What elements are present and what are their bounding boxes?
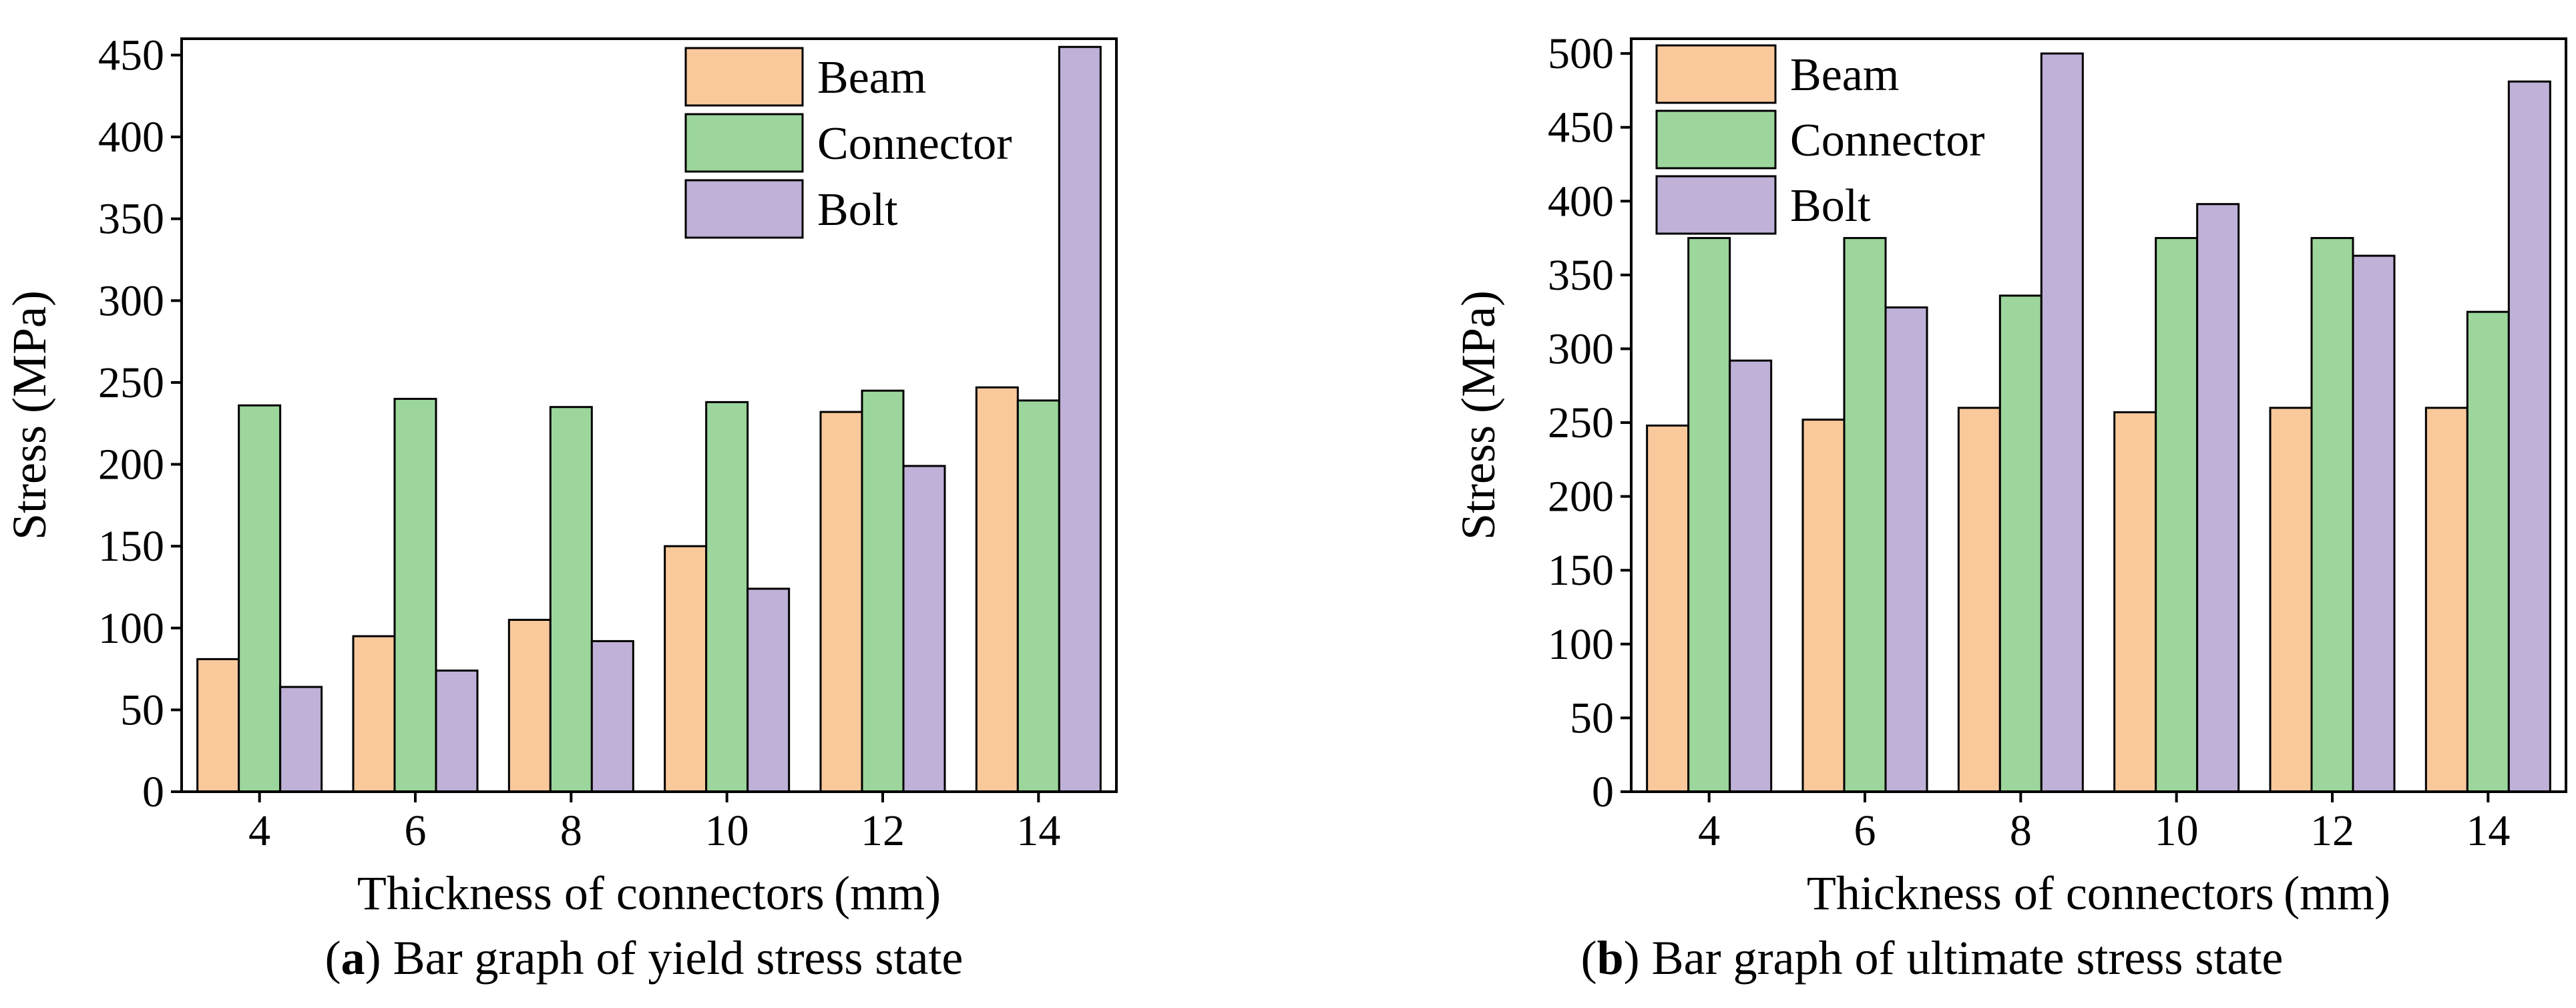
bar-connector-12 [2310,237,2354,793]
bar-beam-10 [664,545,708,793]
y-tick-label-250: 250 [98,358,164,407]
bar-connector-10 [2155,237,2199,793]
y-tick-label-50: 50 [1570,694,1614,742]
bar-connector-6 [393,397,437,793]
bar-bolt-8 [590,640,634,793]
y-tick-label-200: 200 [98,441,164,489]
legend-swatch-bolt [684,179,804,239]
bar-connector-4 [238,404,282,793]
bar-bolt-8 [2040,52,2084,793]
x-tick-label-12: 12 [861,806,905,855]
caption-b-text: Bar graph of ultimate stress state [1651,931,2284,985]
caption-b-label: b [1596,931,1624,985]
x-tick-label-12: 12 [2310,806,2354,855]
bar-connector-6 [1843,237,1887,793]
legend-swatch-beam [1655,44,1777,104]
y-tick-label-500: 500 [1548,29,1614,78]
legend-label-connector: Connector [817,118,1012,170]
y-tick-label-300: 300 [1548,324,1614,373]
x-tick-label-14: 14 [1016,806,1060,855]
bar-beam-8 [507,619,552,793]
bar-beam-12 [2269,407,2313,793]
y-tick-label-350: 350 [1548,251,1614,300]
bar-bolt-10 [746,587,791,793]
legend-label-connector: Connector [1790,115,1985,166]
y-tick-label-100: 100 [98,604,164,653]
x-tick-label-6: 6 [1854,806,1876,855]
bar-connector-14 [2466,310,2510,793]
y-tick-label-150: 150 [1548,546,1614,595]
plot-frame [1630,37,2567,793]
bar-beam-6 [352,635,396,793]
legend-label-beam: Beam [817,52,926,103]
bar-connector-8 [549,406,593,793]
bar-beam-14 [975,386,1019,793]
plot-frame [180,37,1118,793]
chart-panel-a: 0 50 100 150 200 250 300 350 400 450 4 6 8 10 12 14 Thic… [3,31,1118,985]
legend-label-bolt: Bolt [1790,180,1871,232]
bar-bolt-10 [2196,203,2240,793]
bar-beam-4 [1646,424,1690,793]
bar-connector-12 [861,389,905,793]
y-tick-label-50: 50 [120,686,164,734]
y-tick-label-0: 0 [142,768,164,816]
legend-label-beam: Beam [1790,49,1899,101]
x-tick-label-4: 4 [248,806,270,855]
y-tick-label-250: 250 [1548,399,1614,447]
bar-beam-10 [2113,411,2157,793]
bar-beam-4 [196,658,240,793]
bar-connector-10 [705,401,749,793]
bar-bolt-4 [1729,359,1773,793]
x-tick-label-4: 4 [1698,806,1720,855]
legend-swatch-bolt [1655,175,1777,235]
legend-swatch-connector [1655,109,1777,170]
caption-b: (b) Bar graph of ultimate stress state [1580,931,2284,985]
bar-beam-12 [819,411,863,793]
caption-a: (a) Bar graph of yield stress state [325,931,963,985]
bar-beam-14 [2424,407,2468,793]
legend-swatch-beam [684,47,804,107]
caption-a-text: Bar graph of yield stress state [393,931,963,985]
y-tick-label-100: 100 [1548,620,1614,669]
bar-beam-8 [1957,407,2001,793]
ultimate-stress-chart: 0 50 100 150 200 250 300 350 400 450 500 4 6 8 10 12 14 T… [1452,29,2567,920]
x-axis-label: Thickness of connectors (mm) [1807,866,2390,920]
x-tick-label-6: 6 [405,806,427,855]
y-tick-label-0: 0 [1592,768,1614,816]
y-tick-label-450: 450 [1548,103,1614,152]
y-tick-label-150: 150 [98,522,164,571]
bar-beam-6 [1801,419,1846,793]
caption-a-label: a [341,931,365,985]
y-tick-label-450: 450 [98,31,164,80]
yield-stress-chart: 0 50 100 150 200 250 300 350 400 450 4 6 8 10 12 14 Thic… [3,31,1118,920]
x-tick-label-10: 10 [2155,806,2199,855]
y-tick-label-200: 200 [1548,473,1614,521]
legend-swatch-connector [684,113,804,173]
y-axis-label: Stress (MPa) [3,290,56,540]
x-tick-label-10: 10 [705,806,749,855]
bar-bolt-14 [1058,45,1102,793]
x-tick-label-8: 8 [2010,806,2032,855]
y-tick-label-400: 400 [98,113,164,162]
bar-bolt-4 [279,686,323,793]
bar-bolt-6 [1884,306,1928,793]
y-tick-label-350: 350 [98,195,164,244]
bar-bolt-14 [2507,80,2551,793]
chart-panel-b: 0 50 100 150 200 250 300 350 400 450 500 4 6 8 10 12 14 T… [1288,0,2576,1008]
bar-connector-14 [1016,399,1060,793]
x-tick-label-14: 14 [2466,806,2510,855]
y-tick-label-300: 300 [98,276,164,325]
bar-bolt-12 [902,465,946,793]
bar-connector-8 [1998,294,2043,793]
x-axis-label: Thickness of connectors (mm) [357,866,941,920]
y-axis-label: Stress (MPa) [1452,290,1505,540]
bar-connector-4 [1687,237,1731,793]
bar-bolt-12 [2352,254,2396,793]
legend-label-bolt: Bolt [817,184,898,236]
y-tick-label-400: 400 [1548,177,1614,226]
bar-bolt-6 [435,670,479,793]
x-tick-label-8: 8 [560,806,582,855]
